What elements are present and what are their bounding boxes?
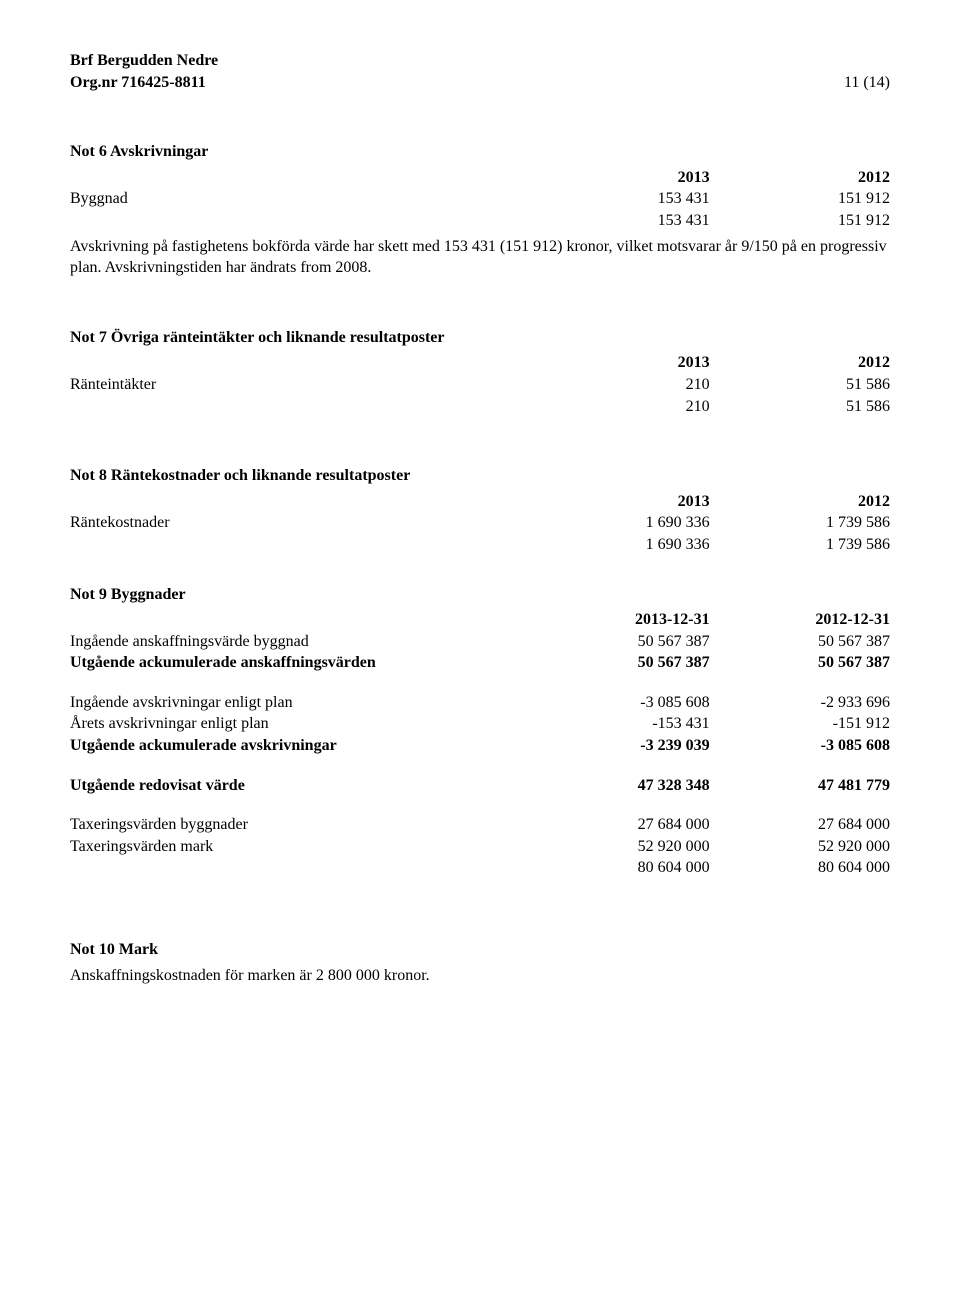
row-value: 1 690 336	[529, 512, 709, 534]
sum-value: 80 604 000	[529, 857, 709, 879]
not9-title: Not 9 Byggnader	[70, 584, 890, 606]
sum-row: 210 51 586	[70, 396, 890, 418]
sum-row: 153 431 151 912	[70, 210, 890, 232]
col-year-1: 2013	[529, 352, 709, 374]
row-value: 27 684 000	[710, 814, 890, 836]
row-value: 50 567 387	[529, 652, 709, 674]
org-number: Org.nr 716425-8811	[70, 72, 206, 94]
sum-value: 51 586	[710, 396, 890, 418]
row-value: 153 431	[529, 188, 709, 210]
row-value: 52 920 000	[710, 836, 890, 858]
row-label: Byggnad	[70, 188, 529, 210]
company-name: Brf Bergudden Nedre	[70, 50, 890, 72]
row-value: -3 085 608	[710, 735, 890, 757]
table-row: Utgående ackumulerade avskrivningar -3 2…	[70, 735, 890, 757]
row-label: Ingående avskrivningar enligt plan	[70, 692, 529, 714]
row-value: 210	[529, 374, 709, 396]
row-label: Taxeringsvärden mark	[70, 836, 529, 858]
not9-table: 2013-12-31 2012-12-31 Ingående anskaffni…	[70, 609, 890, 879]
not7-table: 2013 2012 Ränteintäkter 210 51 586 210 5…	[70, 352, 890, 417]
row-label: Ingående anskaffningsvärde byggnad	[70, 631, 529, 653]
table-row: Ränteintäkter 210 51 586	[70, 374, 890, 396]
not10-title: Not 10 Mark	[70, 939, 890, 961]
col-year-2: 2012	[710, 352, 890, 374]
section-not8: Not 8 Räntekostnader och liknande result…	[70, 465, 890, 555]
row-label: Räntekostnader	[70, 512, 529, 534]
sum-value: 210	[529, 396, 709, 418]
not7-title: Not 7 Övriga ränteintäkter och liknande …	[70, 327, 890, 349]
section-not10: Not 10 Mark Anskaffningskostnaden för ma…	[70, 939, 890, 986]
sum-row: 80 604 000 80 604 000	[70, 857, 890, 879]
table-row: Taxeringsvärden mark 52 920 000 52 920 0…	[70, 836, 890, 858]
row-value: 52 920 000	[529, 836, 709, 858]
row-value: -2 933 696	[710, 692, 890, 714]
table-row: Ingående avskrivningar enligt plan -3 08…	[70, 692, 890, 714]
not10-paragraph: Anskaffningskostnaden för marken är 2 80…	[70, 965, 890, 987]
not6-title: Not 6 Avskrivningar	[70, 141, 890, 163]
row-value: 1 739 586	[710, 512, 890, 534]
col-year-1: 2013	[529, 491, 709, 513]
row-value: 51 586	[710, 374, 890, 396]
row-value: -3 239 039	[529, 735, 709, 757]
not6-table: 2013 2012 Byggnad 153 431 151 912 153 43…	[70, 167, 890, 232]
not8-title: Not 8 Räntekostnader och liknande result…	[70, 465, 890, 487]
sum-value: 153 431	[529, 210, 709, 232]
table-header-row: 2013 2012	[70, 352, 890, 374]
row-value: 151 912	[710, 188, 890, 210]
row-label: Utgående redovisat värde	[70, 775, 529, 797]
table-header-row: 2013 2012	[70, 491, 890, 513]
row-value: -153 431	[529, 713, 709, 735]
page-header: Brf Bergudden Nedre Org.nr 716425-8811 1…	[70, 50, 890, 93]
table-row: Utgående ackumulerade anskaffningsvärden…	[70, 652, 890, 674]
row-label: Taxeringsvärden byggnader	[70, 814, 529, 836]
row-label: Utgående ackumulerade anskaffningsvärden	[70, 652, 529, 674]
page-number: 11 (14)	[844, 72, 890, 94]
row-value: 50 567 387	[529, 631, 709, 653]
row-value: -151 912	[710, 713, 890, 735]
table-row: Ingående anskaffningsvärde byggnad 50 56…	[70, 631, 890, 653]
not6-paragraph: Avskrivning på fastighetens bokförda vär…	[70, 236, 890, 279]
row-value: 50 567 387	[710, 631, 890, 653]
table-row: Byggnad 153 431 151 912	[70, 188, 890, 210]
sum-value: 151 912	[710, 210, 890, 232]
redovisat-row: Utgående redovisat värde 47 328 348 47 4…	[70, 775, 890, 797]
col-date-2: 2012-12-31	[710, 609, 890, 631]
col-date-1: 2013-12-31	[529, 609, 709, 631]
col-year-2: 2012	[710, 491, 890, 513]
sum-value: 1 739 586	[710, 534, 890, 556]
table-header-row: 2013-12-31 2012-12-31	[70, 609, 890, 631]
sum-value: 80 604 000	[710, 857, 890, 879]
row-value: 27 684 000	[529, 814, 709, 836]
row-label: Utgående ackumulerade avskrivningar	[70, 735, 529, 757]
table-row: Räntekostnader 1 690 336 1 739 586	[70, 512, 890, 534]
sum-row: 1 690 336 1 739 586	[70, 534, 890, 556]
row-value: 47 481 779	[710, 775, 890, 797]
table-row: Årets avskrivningar enligt plan -153 431…	[70, 713, 890, 735]
table-row: Taxeringsvärden byggnader 27 684 000 27 …	[70, 814, 890, 836]
section-not6: Not 6 Avskrivningar 2013 2012 Byggnad 15…	[70, 141, 890, 279]
col-year-2: 2012	[710, 167, 890, 189]
row-label: Ränteintäkter	[70, 374, 529, 396]
section-not7: Not 7 Övriga ränteintäkter och liknande …	[70, 327, 890, 417]
row-value: 50 567 387	[710, 652, 890, 674]
not8-table: 2013 2012 Räntekostnader 1 690 336 1 739…	[70, 491, 890, 556]
section-not9: Not 9 Byggnader 2013-12-31 2012-12-31 In…	[70, 584, 890, 880]
row-label: Årets avskrivningar enligt plan	[70, 713, 529, 735]
sum-value: 1 690 336	[529, 534, 709, 556]
row-value: 47 328 348	[529, 775, 709, 797]
row-value: -3 085 608	[529, 692, 709, 714]
table-header-row: 2013 2012	[70, 167, 890, 189]
col-year-1: 2013	[529, 167, 709, 189]
